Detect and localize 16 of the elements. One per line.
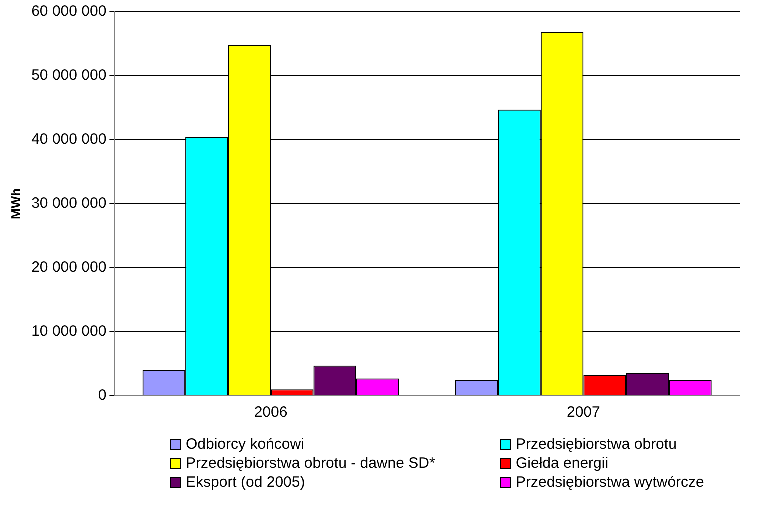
y-tick-label: 50 000 000: [32, 67, 107, 84]
legend-label: Przedsiębiorstwa wytwórcze: [516, 474, 704, 491]
x-tick-label: 2007: [566, 404, 600, 422]
y-axis-title: MWh: [8, 188, 24, 220]
y-tick-label: 20 000 000: [32, 259, 107, 276]
legend-label: Eksport (od 2005): [186, 474, 306, 491]
y-tick-label: 0: [98, 387, 107, 404]
y-tick-label: 40 000 000: [32, 131, 107, 148]
legend-label: Przedsiębiorstwa obrotu - dawne SD*: [186, 455, 436, 472]
y-tick-label: 60 000 000: [32, 3, 107, 20]
x-tick-label: 2006: [254, 404, 288, 422]
y-tick-label: 30 000 000: [32, 195, 107, 212]
legend-label: Giełda energii: [516, 455, 609, 472]
legend-label: Odbiorcy końcowi: [186, 436, 304, 453]
legend-label: Przedsiębiorstwa obrotu: [516, 436, 677, 453]
y-tick-label: 10 000 000: [32, 323, 107, 340]
